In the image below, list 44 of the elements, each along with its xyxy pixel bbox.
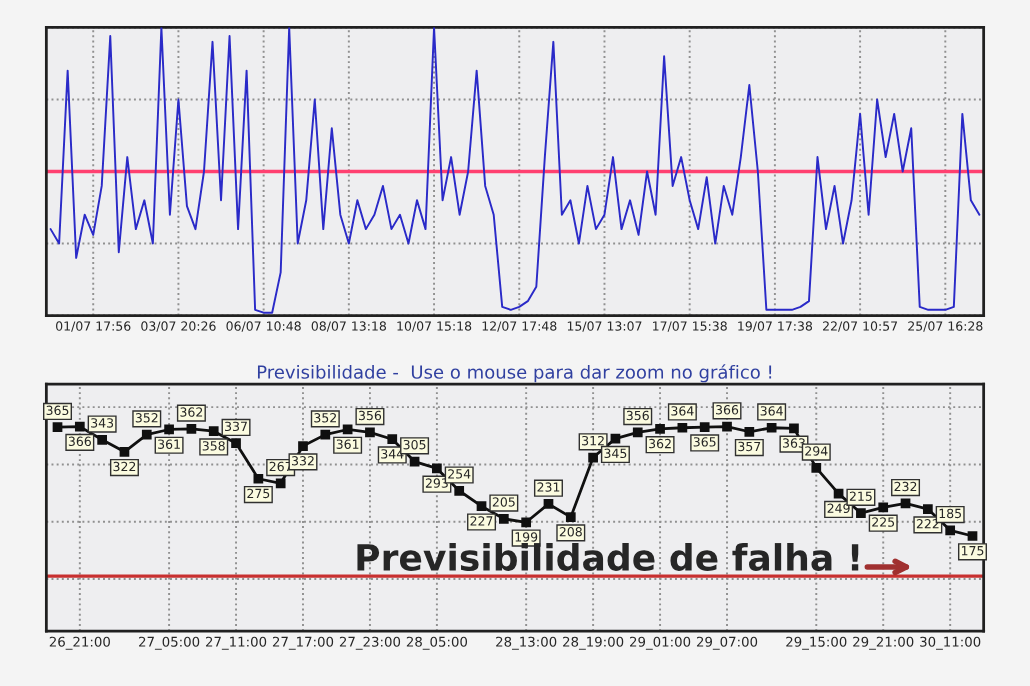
point	[208, 426, 219, 437]
point	[342, 424, 353, 435]
point	[409, 456, 420, 467]
point	[521, 517, 532, 528]
text: Previsibilidade de falha !	[357, 543, 859, 572]
point	[789, 423, 799, 434]
point	[699, 422, 710, 433]
point	[365, 427, 375, 438]
point	[543, 499, 554, 509]
point	[498, 513, 509, 524]
point	[320, 429, 331, 440]
point	[878, 502, 889, 513]
point	[97, 434, 107, 445]
point	[588, 452, 598, 463]
point	[141, 429, 152, 440]
point	[387, 434, 398, 445]
point	[476, 501, 487, 512]
point	[298, 441, 308, 451]
point	[856, 508, 866, 518]
point	[900, 498, 911, 509]
point	[454, 485, 465, 496]
point	[945, 525, 956, 536]
chart-title: Previsibilidade - Use o mouse para dar zoom no gráfico !	[257, 364, 772, 383]
point	[923, 504, 933, 514]
point	[967, 531, 978, 541]
point	[833, 488, 844, 499]
point	[119, 446, 130, 457]
point	[253, 473, 264, 484]
point	[74, 421, 85, 432]
point	[632, 427, 643, 438]
point	[811, 462, 822, 473]
point	[766, 422, 777, 433]
point	[677, 422, 688, 433]
point	[275, 478, 286, 489]
point	[744, 426, 755, 437]
point	[722, 421, 732, 432]
point	[655, 424, 665, 434]
point	[231, 438, 241, 449]
point	[610, 433, 621, 444]
point	[432, 463, 442, 474]
point	[565, 512, 576, 522]
point	[186, 424, 197, 434]
point	[52, 422, 63, 433]
point	[164, 424, 174, 435]
